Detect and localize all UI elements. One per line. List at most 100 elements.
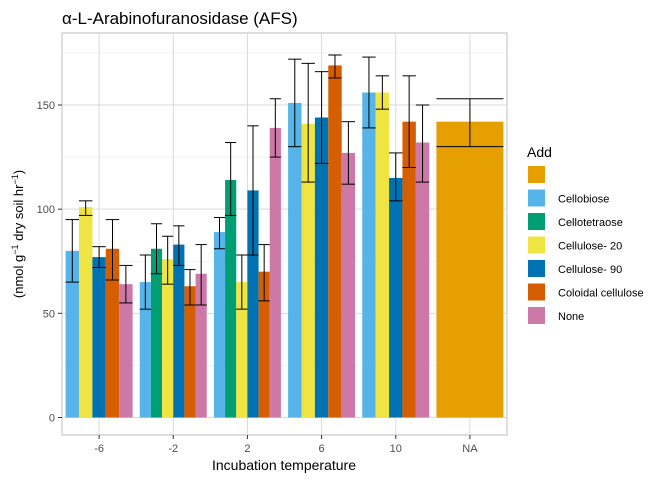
y-axis-ticks: 0 50 100 150 [37,100,62,425]
legend-key [528,213,545,230]
bar [119,284,133,418]
y-axis-label-sup2: −1 [10,174,20,184]
bar [162,259,174,418]
bar [402,121,416,418]
y-tick-label: 150 [37,100,55,112]
error-bar [173,225,185,266]
legend-items: Cellobiose Cellotetraose Cellulose- 20 Cell… [528,166,644,324]
legend-item [528,166,545,183]
y-axis-label-sup1: −1 [10,244,20,254]
bar [341,152,356,418]
bar [213,232,226,418]
error-bar [269,98,281,158]
error-bar [328,54,342,79]
error-bar [119,264,133,304]
y-axis-label: (nmol g−1 dry soil hr−1) [10,170,26,298]
y-tick-label: 100 [37,204,55,216]
bar [362,92,376,418]
bar [301,123,315,418]
bar [65,250,79,418]
bar [92,257,106,418]
error-bars [65,54,504,310]
bar [236,282,248,418]
x-tick-label: 10 [390,443,402,455]
legend-label: Coloidal cellulose [558,288,644,300]
error-bar [258,244,270,302]
legend-label: Cellulose- 90 [558,264,622,276]
plot-panel [61,32,508,436]
bar [328,65,342,418]
x-tick-label: NA [462,443,478,455]
x-tick-label: 2 [244,443,250,455]
legend-item: Cellulose- 90 [528,260,622,277]
x-tick-label: 6 [319,443,325,455]
error-bar [436,98,504,148]
error-bar [162,235,174,285]
bar [269,127,281,418]
error-bar [402,75,416,169]
error-bar [247,125,259,256]
y-tick-label: 0 [49,413,55,425]
legend-label: None [558,311,584,323]
bar [288,102,302,418]
error-bar [184,269,196,306]
legend-item: Cellotetraose [528,213,623,230]
bar [436,121,504,418]
legend-key [528,166,545,183]
bar [314,117,329,418]
error-bar [225,142,237,216]
legend-item: Cellulose- 20 [528,236,622,254]
legend-key [528,260,545,277]
bar [150,248,163,418]
x-axis-ticks: -6 -2 2 6 10 NA [94,435,478,455]
error-bar [389,152,403,202]
legend-item: Coloidal cellulose [528,283,644,301]
error-bar [288,58,302,148]
bar [258,271,270,418]
error-bar [78,200,93,216]
error-bar [92,246,106,269]
error-bar [341,121,356,185]
error-bar [375,75,390,110]
bar [415,142,430,418]
bar [195,273,207,418]
x-axis-label: Incubation temperature [212,457,356,473]
error-bar [362,56,376,129]
legend-label: Cellobiose [558,194,609,206]
y-axis-label-middle: dry soil hr [11,184,26,245]
bar [247,190,259,418]
legend-key [528,307,545,324]
bar [389,177,403,418]
chart-title: α-L-Arabinofuranosidase (AFS) [62,9,298,28]
y-axis-label-suffix: ) [11,170,26,174]
error-bar [139,254,151,310]
y-axis-label-prefix: (nmol g [11,255,26,298]
bar [139,282,151,418]
legend-key [528,236,545,254]
error-bar [105,219,120,281]
bar [78,207,93,418]
bars [65,65,504,418]
bar [173,244,185,418]
error-bar [415,104,430,183]
error-bar [65,219,79,283]
error-bar [150,223,163,275]
legend-label: Cellotetraose [558,217,623,229]
legend-key [528,189,545,207]
error-bar [236,254,248,310]
legend-item: Cellobiose [528,189,609,207]
bar [105,248,120,418]
legend-item: None [528,307,584,324]
bar [225,180,237,418]
error-bar [195,244,207,306]
bar [184,286,196,418]
error-bar [314,71,329,164]
error-bar [213,217,226,250]
legend-label: Cellulose- 20 [558,241,622,253]
legend: Add Cellobiose Cellotetraose Cellulose- 20… [527,144,644,324]
legend-key [528,283,545,301]
y-tick-label: 50 [43,308,55,320]
x-tick-label: -6 [94,443,104,455]
